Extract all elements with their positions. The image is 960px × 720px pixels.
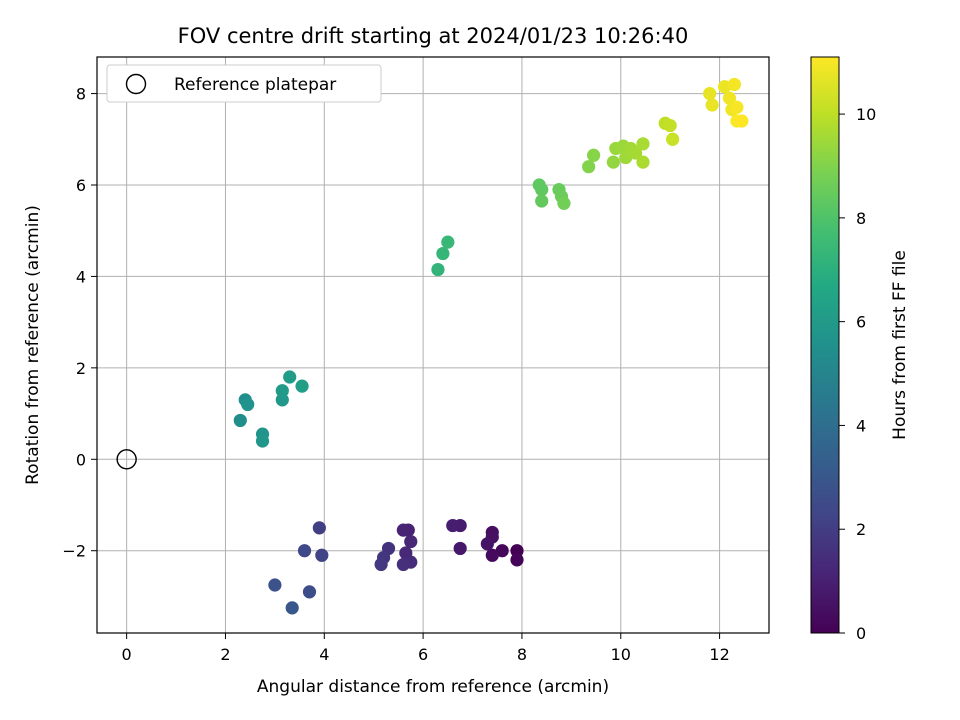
y-tick-label: 4 [76, 267, 86, 286]
reference-platepar-marker [116, 449, 137, 470]
y-tick-label: −2 [62, 542, 86, 561]
y-axis: −2 0 2 4 6 8 [62, 85, 97, 561]
y-tick-label: 0 [76, 450, 86, 469]
data-point [302, 585, 317, 599]
data-point [431, 262, 445, 277]
data-point [557, 196, 571, 210]
data-point [436, 246, 450, 261]
data-point [636, 137, 650, 151]
legend-entry-reference-platepar: Reference platepar [174, 75, 336, 95]
legend-box [106, 64, 382, 103]
data-point [586, 148, 601, 162]
x-tick-label: 10 [611, 645, 631, 664]
colorbar-tick-label: 4 [856, 416, 866, 435]
data-point [312, 521, 326, 535]
x-tick-label: 2 [220, 645, 230, 664]
y-tick-label: 2 [76, 359, 86, 378]
data-point [255, 434, 270, 448]
data-point [735, 114, 749, 128]
data-point [663, 118, 677, 133]
data-point [628, 146, 643, 160]
data-point [446, 518, 460, 533]
data-points [233, 77, 749, 615]
data-point [703, 86, 717, 101]
y-tick-label: 6 [76, 176, 86, 195]
x-tick-label: 8 [517, 645, 527, 664]
colorbar-tick-label: 0 [856, 624, 866, 643]
data-point [315, 548, 329, 562]
data-point [727, 77, 742, 92]
data-point [453, 541, 467, 556]
colorbar-gradient [810, 56, 840, 634]
data-point [666, 132, 680, 146]
data-point [535, 182, 549, 197]
x-tick-label: 6 [418, 645, 428, 664]
colorbar-tick-label: 8 [856, 209, 866, 228]
data-point [283, 370, 297, 384]
colorbar-tick-label: 6 [856, 313, 866, 332]
data-point [510, 544, 524, 558]
data-point [297, 544, 312, 558]
data-point [717, 80, 732, 94]
data-point [275, 384, 289, 398]
colorbar-label: Hours from first FF file [890, 250, 910, 440]
colorbar-tick-label: 2 [856, 520, 866, 539]
x-axis: 0 2 4 6 8 10 12 [122, 633, 730, 664]
legend-marker-icon [125, 73, 147, 95]
data-point [582, 160, 596, 174]
data-point [495, 544, 509, 558]
data-point [396, 523, 410, 537]
colorbar: 0 2 4 6 8 10 Hours from first FF file [810, 56, 910, 643]
y-tick-label: 8 [76, 85, 86, 104]
chart-title: FOV centre drift starting at 2024/01/23 … [178, 24, 689, 48]
grid-lines [97, 57, 769, 633]
x-tick-label: 12 [709, 645, 729, 664]
data-point [535, 194, 549, 208]
colorbar-ticks: 0 2 4 6 8 10 [839, 105, 876, 643]
data-point [730, 100, 744, 114]
data-point [485, 548, 499, 562]
data-point [722, 91, 737, 105]
data-point [441, 235, 455, 249]
data-point [510, 553, 524, 567]
colorbar-tick-label: 10 [856, 105, 876, 124]
data-point [295, 379, 309, 393]
plot-frame [96, 56, 770, 634]
data-point [636, 155, 650, 169]
data-point [374, 557, 388, 572]
data-point [705, 98, 719, 112]
data-point [233, 413, 247, 428]
plot-background [97, 57, 769, 633]
data-point [268, 578, 282, 592]
x-tick-label: 0 [122, 645, 132, 664]
x-axis-label: Angular distance from reference (arcmin) [257, 677, 609, 697]
data-point [404, 534, 418, 549]
data-point [285, 601, 299, 615]
data-point [606, 155, 620, 169]
y-axis-label: Rotation from reference (arcmin) [23, 205, 43, 485]
data-point [480, 537, 494, 551]
data-point [275, 393, 289, 407]
data-point [396, 557, 410, 572]
x-tick-label: 4 [319, 645, 329, 664]
data-point [241, 397, 255, 412]
legend: Reference platepar [106, 64, 382, 103]
plot-area [96, 56, 770, 634]
